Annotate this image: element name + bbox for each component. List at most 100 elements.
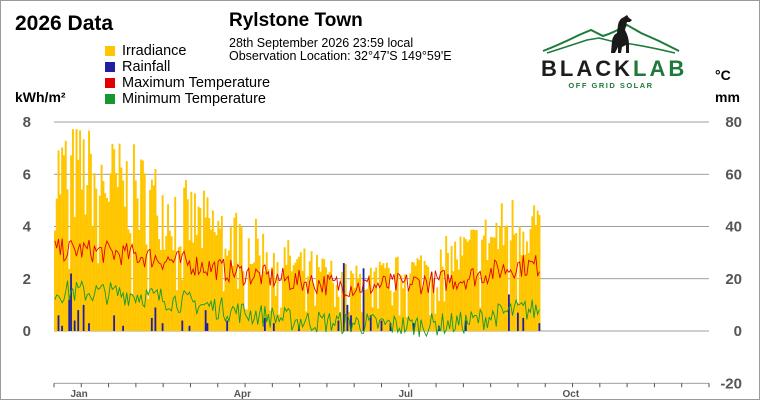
irradiance-bar	[409, 273, 412, 331]
irradiance-bar	[98, 195, 101, 331]
irradiance-bar	[177, 247, 180, 331]
irradiance-bar	[208, 218, 211, 331]
irradiance-bar	[237, 288, 239, 331]
irradiance-bar	[445, 236, 448, 331]
irradiance-bar	[224, 248, 227, 331]
rainfall-bar	[389, 323, 392, 331]
irradiance-bar	[531, 216, 534, 331]
legend-swatch-min-temp	[105, 94, 115, 104]
x-axis-month-label: Oct	[562, 389, 579, 400]
irradiance-bar	[111, 143, 114, 331]
irradiance-bar	[150, 179, 153, 331]
irradiance-bar	[149, 189, 152, 331]
irradiance-bar	[269, 310, 272, 331]
irradiance-bar	[425, 264, 428, 331]
irradiance-bar	[317, 267, 320, 331]
rainfall-bar	[161, 323, 164, 331]
irradiance-bar	[274, 295, 277, 331]
irradiance-bar	[174, 196, 177, 331]
rainfall-bar	[380, 320, 383, 331]
irradiance-bar	[414, 265, 417, 331]
irradiance-bar	[195, 234, 198, 331]
irradiance-bar	[299, 252, 302, 331]
irradiance-bar	[378, 261, 381, 331]
rainfall-bar	[68, 299, 71, 331]
irradiance-bar	[298, 256, 300, 331]
irradiance-bar	[301, 270, 304, 331]
irradiance-bar	[263, 271, 266, 331]
irradiance-bar	[283, 247, 286, 331]
irradiance-bar	[509, 240, 512, 331]
irradiance-bar	[412, 262, 415, 331]
irradiance-bar	[127, 229, 130, 331]
irradiance-bar	[231, 265, 234, 331]
rainfall-bar	[113, 315, 116, 331]
irradiance-bar	[140, 159, 143, 331]
irradiance-bar	[272, 253, 275, 331]
right-axis-unit-rain: mm	[715, 89, 740, 105]
irradiance-bar	[387, 267, 390, 331]
irradiance-bar	[321, 258, 324, 331]
irradiance-bar	[373, 271, 376, 331]
irradiance-bar	[333, 307, 336, 331]
irradiance-bar	[393, 291, 396, 331]
irradiance-bar	[79, 130, 82, 331]
legend-label-max-temp: Maximum Temperature	[122, 75, 271, 91]
irradiance-bar	[364, 289, 367, 331]
irradiance-bar	[106, 197, 108, 331]
irradiance-bar	[161, 195, 164, 331]
irradiance-bar	[337, 296, 340, 331]
irradiance-bar	[242, 271, 245, 331]
irradiance-bar	[450, 245, 453, 331]
irradiance-bar	[226, 255, 229, 331]
irradiance-bar	[534, 224, 537, 331]
irradiance-bar	[251, 264, 254, 331]
irradiance-bar	[122, 180, 125, 331]
irradiance-bar	[524, 254, 527, 331]
irradiance-bar	[328, 272, 331, 331]
irradiance-bar	[89, 153, 92, 331]
irradiance-bar	[479, 307, 482, 331]
irradiance-bar	[402, 288, 405, 331]
irradiance-bar	[360, 312, 363, 331]
irradiance-bar	[244, 309, 247, 331]
right-axis-tick-label: -20	[720, 375, 742, 392]
irradiance-bar	[305, 311, 308, 331]
x-axis-month-label: Jan	[71, 389, 88, 400]
rainfall-bar	[538, 323, 541, 331]
legend-item-max-temp: Maximum Temperature	[105, 75, 270, 91]
irradiance-bar	[326, 279, 329, 331]
rainfall-bar	[438, 325, 440, 331]
irradiance-bar	[84, 214, 87, 331]
irradiance-bar	[421, 287, 424, 331]
irradiance-bar	[183, 187, 186, 331]
irradiance-bar	[215, 235, 218, 331]
year-title: 2026 Data	[15, 12, 114, 35]
irradiance-bar	[211, 210, 214, 331]
irradiance-bar	[292, 265, 295, 331]
irradiance-bar	[276, 262, 279, 331]
logo-tagline: OFF GRID SOLAR	[568, 81, 654, 90]
irradiance-bar	[511, 200, 514, 331]
legend-item-min-temp: Minimum Temperature	[105, 91, 270, 107]
rainfall-bar	[204, 310, 207, 331]
irradiance-bar	[172, 250, 175, 331]
irradiance-bar	[339, 314, 342, 331]
irradiance-bar	[382, 263, 385, 331]
max-temp-line	[54, 238, 540, 299]
irradiance-bar	[355, 265, 358, 331]
irradiance-bar	[152, 185, 155, 331]
rainfall-bar	[181, 320, 184, 331]
irradiance-bar	[368, 275, 370, 331]
irradiance-bar	[438, 300, 440, 331]
x-axis-month-label: Jul	[398, 389, 413, 400]
irradiance-bar	[423, 260, 426, 331]
irradiance-bar	[472, 229, 475, 331]
irradiance-bar	[59, 194, 62, 331]
irradiance-bar	[253, 262, 256, 331]
irradiance-bar	[441, 266, 444, 331]
irradiance-bar	[522, 231, 525, 331]
legend-label-min-temp: Minimum Temperature	[122, 91, 266, 107]
irradiance-bar	[281, 273, 284, 331]
irradiance-bar	[131, 294, 134, 331]
